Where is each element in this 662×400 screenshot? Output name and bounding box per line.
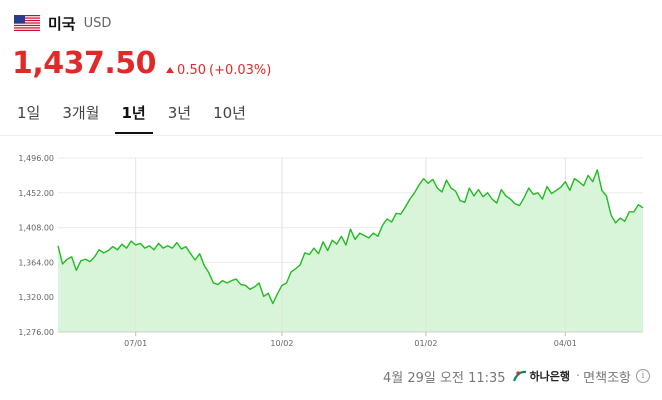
tab-10-years[interactable]: 10년 bbox=[213, 104, 246, 122]
divider bbox=[0, 135, 662, 136]
x-tick-label: 10/02 bbox=[270, 339, 293, 348]
currency-code: USD bbox=[83, 15, 112, 31]
disclaimer-link[interactable]: 면책조항 bbox=[583, 370, 631, 386]
y-tick-label: 1,364.00 bbox=[18, 258, 54, 267]
bank-name: 하나은행 bbox=[529, 370, 571, 383]
tab-1-day[interactable]: 1일 bbox=[17, 104, 41, 122]
y-tick-label: 1,408.00 bbox=[18, 224, 54, 233]
info-icon[interactable]: i bbox=[636, 369, 650, 383]
bank-logo: 하나은행 bbox=[512, 368, 570, 384]
tab-3-years[interactable]: 3년 bbox=[167, 104, 192, 122]
separator-dot: · bbox=[576, 368, 581, 384]
x-tick-label: 07/01 bbox=[124, 339, 147, 348]
exchange-rate-value: 1,437.50 bbox=[12, 46, 157, 81]
period-tabs: 1일 3개월 1년 3년 10년 bbox=[10, 96, 261, 134]
us-flag-icon bbox=[14, 15, 40, 31]
rate-change: 0.50 (+0.03%) bbox=[166, 63, 271, 78]
rate-change-amount: 0.50 bbox=[177, 62, 206, 78]
timestamp: 4월 29일 오전 11:35 bbox=[383, 370, 506, 386]
y-tick-label: 1,452.00 bbox=[18, 189, 54, 198]
footer: 4월 29일 오전 11:35 하나은행 · 면책조항 i bbox=[383, 366, 650, 386]
rate-change-percent: (+0.03%) bbox=[209, 62, 272, 78]
currency-header: 미국 USD bbox=[14, 10, 111, 36]
rate-row: 1,437.50 0.50 (+0.03%) bbox=[12, 46, 271, 81]
rate-series-line bbox=[57, 169, 644, 305]
x-tick-label: 01/02 bbox=[414, 339, 437, 348]
tab-3-months[interactable]: 3개월 bbox=[62, 104, 100, 122]
x-tick-label: 04/01 bbox=[554, 339, 577, 348]
y-tick-label: 1,496.00 bbox=[18, 154, 54, 163]
area-fill bbox=[58, 169, 643, 332]
hana-bank-logo-icon bbox=[512, 370, 526, 382]
y-tick-label: 1,276.00 bbox=[18, 328, 54, 337]
arrow-up-icon bbox=[166, 67, 175, 73]
country-name: 미국 bbox=[48, 14, 76, 33]
y-tick-label: 1,320.00 bbox=[18, 293, 54, 302]
exchange-rate-chart[interactable]: 1,276.00 1,320.00 1,364.00 1,408.00 1,452.00… bbox=[0, 140, 662, 362]
tab-1-year[interactable]: 1년 bbox=[114, 96, 153, 134]
